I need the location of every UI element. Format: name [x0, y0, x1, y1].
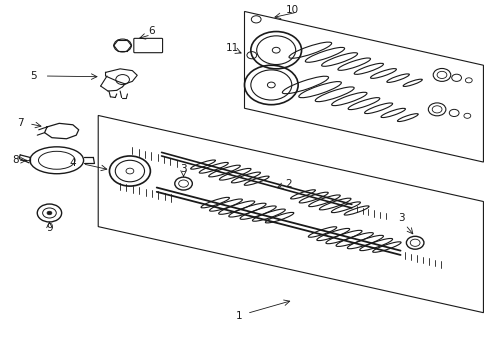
Text: 4: 4 [69, 158, 76, 168]
Circle shape [47, 211, 52, 215]
Text: 10: 10 [285, 5, 298, 15]
Text: 8: 8 [12, 155, 19, 165]
Text: 11: 11 [225, 43, 239, 53]
Text: 2: 2 [285, 179, 291, 189]
Text: 1: 1 [236, 311, 243, 321]
Text: 6: 6 [148, 26, 155, 36]
Text: 3: 3 [397, 213, 404, 222]
Text: 5: 5 [30, 71, 37, 81]
FancyBboxPatch shape [134, 39, 162, 53]
Text: 3: 3 [180, 164, 186, 174]
Text: 9: 9 [46, 224, 53, 233]
Text: 7: 7 [17, 118, 23, 128]
